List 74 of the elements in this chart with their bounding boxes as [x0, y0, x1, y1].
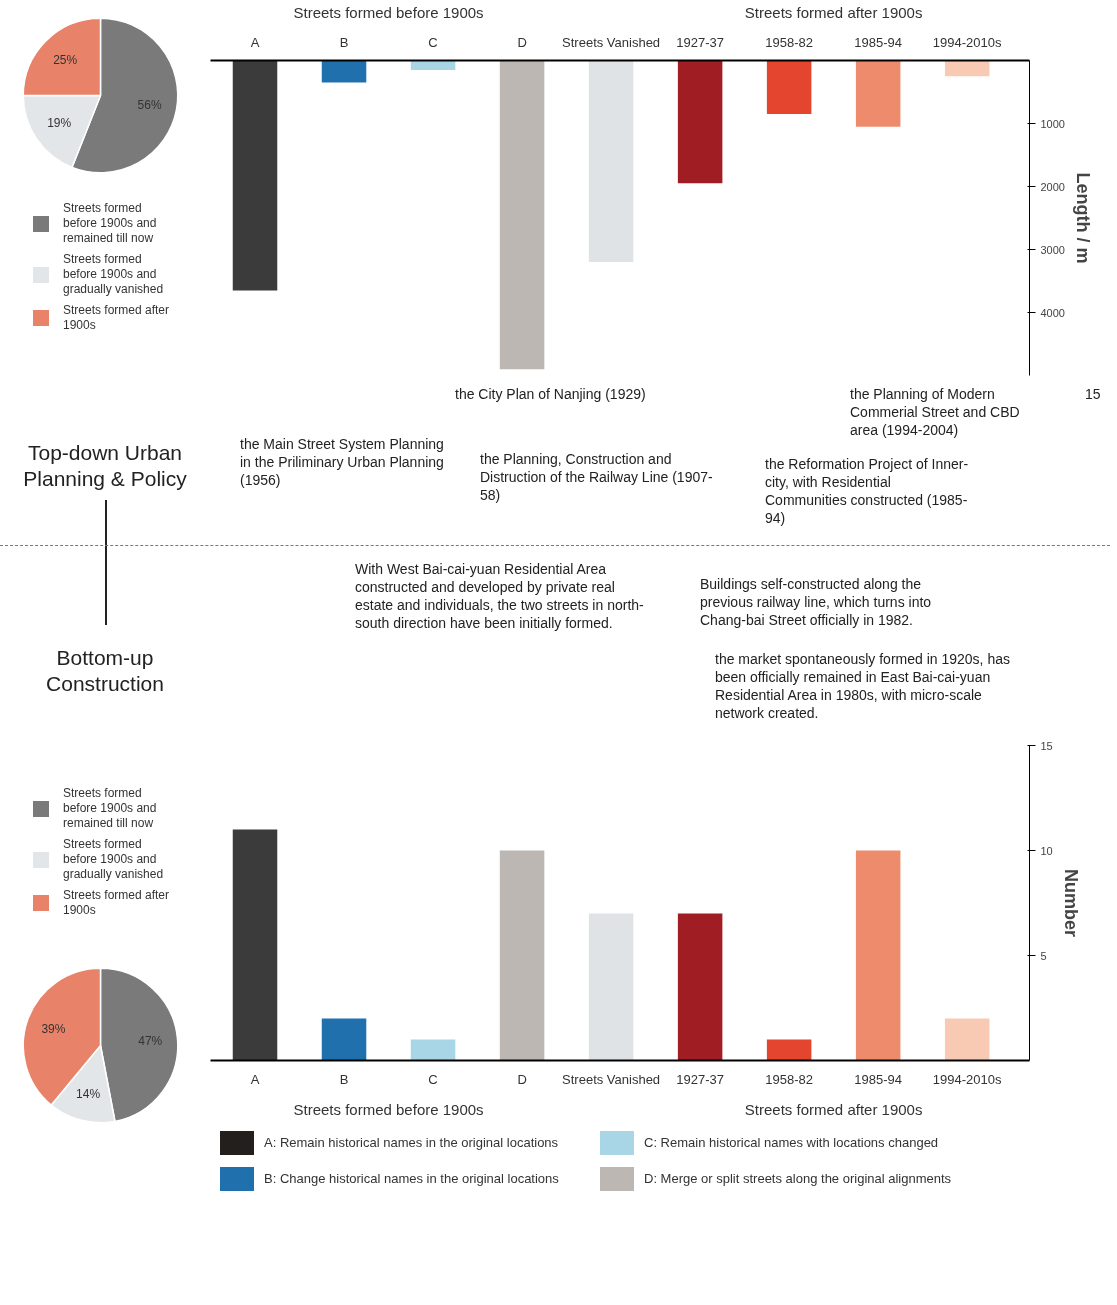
bar	[321, 1018, 367, 1061]
y-tick-label: 10	[1040, 844, 1053, 857]
x-tick-label: C	[428, 34, 438, 50]
bar	[321, 60, 367, 83]
legend-label: Streets formed before 1900s and gradually vanished	[63, 252, 165, 297]
y-tick-label: 3000	[1040, 243, 1065, 256]
bar	[677, 60, 723, 184]
bar	[677, 913, 723, 1061]
x-tick-label: 1958-82	[765, 34, 814, 50]
text: the Reformation Project of Inner-city, with Residential Communities constructed (1985-94)	[765, 455, 970, 527]
x-tick-label: 1985-94	[854, 34, 903, 50]
x-tick-label: Streets Vanished	[562, 34, 661, 50]
text: D: Merge or split streets along the original alignments	[644, 1169, 952, 1188]
data-label: 39%	[41, 1021, 66, 1036]
x-tick-label: 1927-37	[676, 34, 724, 50]
x-tick-label: C	[428, 1071, 438, 1087]
x-tick-label: D	[517, 1071, 527, 1087]
x-tick-label: A	[250, 34, 260, 50]
bar	[232, 60, 278, 291]
text: Streets formed before 1900s	[293, 1100, 484, 1118]
text: the Main Street System Planning in the Priliminary Urban Planning (1956)	[240, 435, 445, 489]
y-tick-label: 2000	[1040, 180, 1065, 193]
legend-label: Streets formed before 1900s and gradually vanished	[63, 837, 165, 882]
text: Bottom-up Construction	[45, 645, 165, 697]
text: 15	[1085, 385, 1102, 403]
bar	[766, 60, 812, 115]
bar	[944, 1018, 990, 1061]
text: the Planning of Modern Commerial Street and CBD area (1994-2004)	[850, 385, 1021, 439]
y-axis-title: Length / m	[1072, 172, 1093, 264]
data-label: 19%	[47, 116, 72, 131]
x-tick-label: Streets Vanished	[562, 1071, 661, 1087]
bar	[855, 60, 901, 127]
text: A: Remain historical names in the original locations	[264, 1133, 559, 1152]
x-tick-label: A	[250, 1071, 260, 1087]
text: Streets formed after 1900s	[744, 1100, 923, 1118]
bar	[410, 1039, 456, 1061]
text: B: Change historical names in the original locations	[264, 1169, 559, 1188]
data-label: 25%	[53, 53, 78, 68]
bar	[766, 1039, 812, 1061]
data-label: 56%	[137, 97, 162, 112]
x-tick-label: D	[517, 34, 527, 50]
text: C: Remain historical names with locations changed	[644, 1133, 939, 1152]
x-tick-label: 1958-82	[765, 1071, 814, 1087]
x-tick-label: 1927-37	[676, 1071, 724, 1087]
bar	[588, 60, 634, 263]
x-tick-label: B	[339, 34, 349, 50]
text: the Planning, Construction and Distruction of the Railway Line (1907-58)	[480, 450, 714, 504]
x-tick-label: B	[339, 1071, 349, 1087]
bar	[855, 850, 901, 1061]
x-tick-label: 1994-2010s	[932, 34, 1003, 50]
legend-label: Streets formed before 1900s and remained till now	[63, 201, 158, 246]
text: Streets formed before 1900s	[293, 3, 484, 21]
legend-label: Streets formed after 1900s	[63, 888, 171, 918]
bar	[499, 850, 545, 1061]
text: Top-down Urban Planning & Policy	[22, 440, 188, 492]
text: the City Plan of Nanjing (1929)	[455, 385, 647, 403]
text: the market spontaneously formed in 1920s, has been officially remained in East Bai-cai-yuan Residential Area in 1980s, with micro-scale network created.	[715, 650, 1011, 722]
bar	[499, 60, 545, 370]
data-label: 14%	[76, 1086, 101, 1101]
y-axis-title: Number	[1060, 869, 1081, 938]
data-label: 47%	[138, 1033, 163, 1048]
x-tick-label: 1994-2010s	[932, 1071, 1003, 1087]
y-tick-label: 4000	[1040, 306, 1065, 319]
y-tick-label: 5	[1040, 949, 1047, 962]
y-tick-label: 15	[1040, 739, 1053, 752]
text: With West Bai-cai-yuan Residential Area constructed and developed by private real estate and individuals, the two streets in north-south direction have been initially formed.	[355, 560, 645, 632]
y-tick-label: 1000	[1040, 117, 1065, 130]
text: Buildings self-constructed along the previous railway line, which turns into Chang-bai Street officially in 1982.	[700, 575, 933, 629]
legend-label: Streets formed after 1900s	[63, 303, 171, 333]
bar	[588, 913, 634, 1061]
x-tick-label: 1985-94	[854, 1071, 903, 1087]
bar	[232, 829, 278, 1061]
legend-label: Streets formed before 1900s and remained till now	[63, 786, 158, 831]
text: Streets formed after 1900s	[744, 3, 923, 21]
